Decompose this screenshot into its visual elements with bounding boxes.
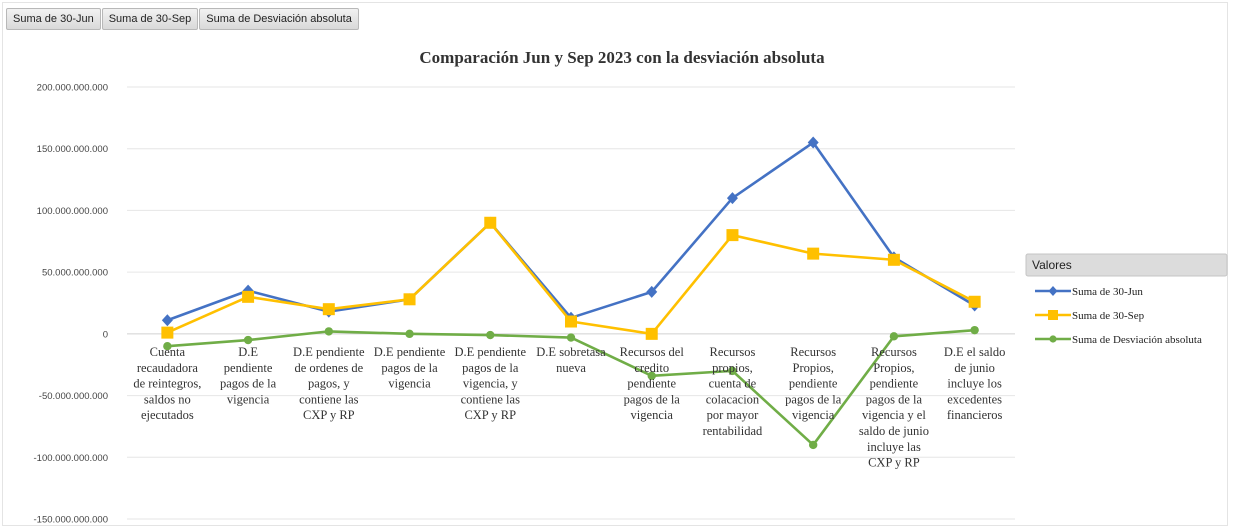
pivot-field-buttons: Suma de 30-Jun Suma de 30-Sep Suma de De… [6, 8, 360, 30]
data-point [647, 371, 656, 381]
field-button-jun[interactable]: Suma de 30-Jun [6, 8, 101, 30]
legend-label-1: Suma de 30-Jun [1072, 286, 1143, 298]
data-point [970, 325, 979, 335]
x-category-label: D.E pendiente pagos de la vigencia [374, 345, 446, 391]
x-category-label: D.E pendiente pagos de la vigencia, y conti… [455, 345, 527, 422]
data-point [486, 330, 495, 340]
data-point [726, 229, 739, 242]
data-point [728, 366, 737, 376]
legend-label-3: Suma de Desviación absoluta [1072, 334, 1202, 346]
data-point [403, 293, 416, 306]
data-point [807, 247, 820, 260]
x-category-label: D.E sobretasa nueva [536, 345, 606, 375]
data-point [887, 253, 900, 266]
legend-marker [1048, 286, 1058, 296]
legend-marker [1049, 335, 1057, 343]
y-tick-label: 0 [103, 329, 108, 340]
field-button-sep[interactable]: Suma de 30-Sep [101, 8, 199, 30]
data-point [242, 290, 255, 303]
data-point [646, 285, 658, 298]
data-point [808, 440, 818, 450]
x-category-label: D.E pendiente de ordenes de pagos, y contie… [293, 345, 365, 422]
y-tick-label: 200.000.000.000 [37, 83, 108, 94]
field-button-desviacion[interactable]: Suma de Desviación absoluta [199, 8, 359, 30]
y-tick-label: 100.000.000.000 [37, 206, 108, 217]
data-point [968, 295, 981, 308]
data-point [645, 327, 658, 340]
y-tick-label: -50.000.000.000 [39, 391, 108, 402]
y-tick-label: 150.000.000.000 [37, 144, 108, 155]
legend-label-2: Suma de 30-Sep [1072, 310, 1145, 322]
y-tick-label: 50.000.000.000 [42, 268, 108, 279]
x-category-label: D.E el saldo de junio incluye los excedente… [944, 345, 1005, 422]
x-category-label: Recursos del credito pendiente pagos de la v… [620, 345, 685, 422]
legend-title-box[interactable] [1025, 253, 1228, 277]
data-point [566, 333, 576, 342]
x-category-label: D.E pendiente pagos de la vigencia [220, 345, 277, 406]
x-category-label: Recursos Propios, pendiente pagos de la vige… [785, 345, 842, 422]
data-point [484, 216, 497, 229]
data-point [324, 327, 334, 336]
data-point [243, 335, 253, 345]
chart-title: Comparación Jun y Sep 2023 con la desvia… [419, 48, 825, 67]
x-category-label: Recursos Propios, pendiente pagos de la vige… [859, 345, 929, 470]
data-point [565, 315, 577, 328]
data-point [163, 342, 172, 351]
x-category-label: Cuenta recaudadora de reintegros, saldos no… [133, 345, 201, 422]
legend-title: Valores [1032, 258, 1072, 272]
data-point [807, 136, 819, 149]
series-line-1 [166, 141, 976, 322]
data-point [726, 192, 738, 205]
data-point [889, 332, 899, 341]
data-point [161, 326, 174, 339]
x-category-label: Recursos propios, cuenta de colacacion por m… [703, 345, 763, 438]
y-tick-label: -150.000.000.000 [34, 515, 108, 526]
data-point [322, 303, 335, 316]
y-tick-label: -100.000.000.000 [34, 453, 108, 464]
legend-marker [1048, 310, 1058, 320]
data-point [161, 314, 173, 327]
data-point [405, 329, 414, 339]
